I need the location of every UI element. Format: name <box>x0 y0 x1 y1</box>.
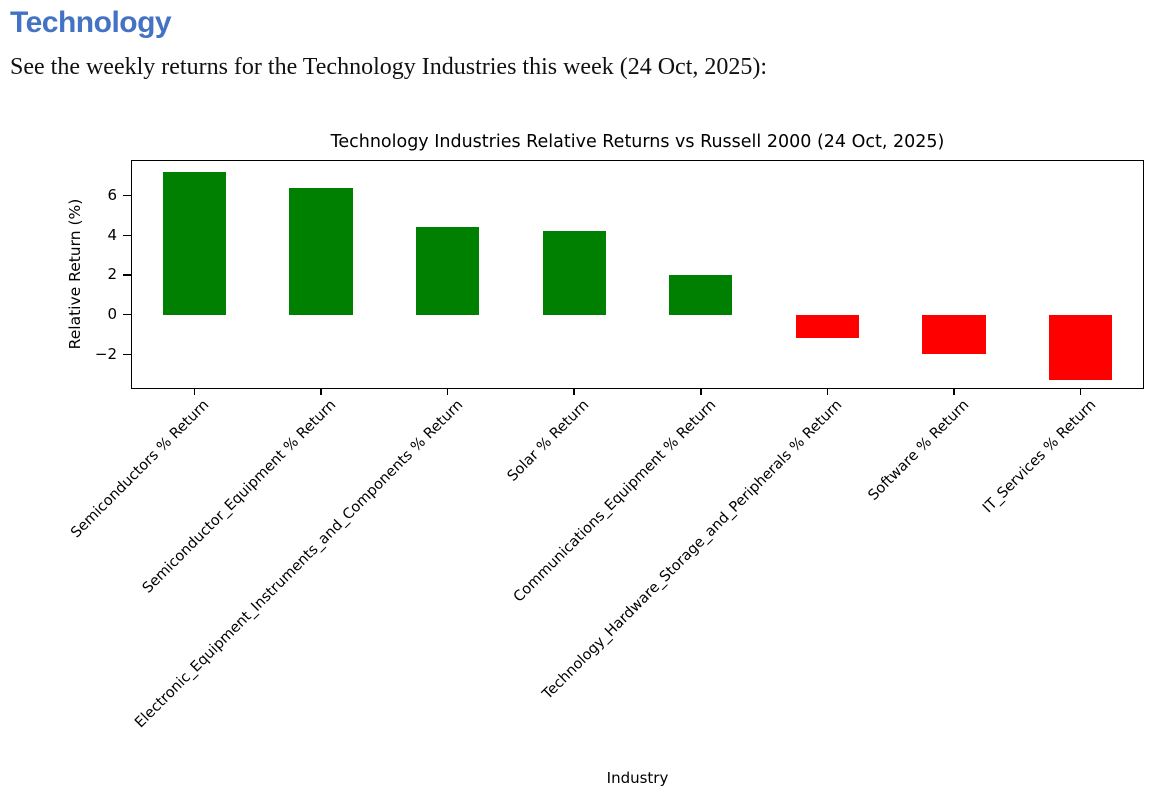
x-tick-mark <box>700 389 702 395</box>
chart-title: Technology Industries Relative Returns v… <box>330 132 945 152</box>
y-tick-mark <box>123 313 131 316</box>
x-tick-label: IT_Services % Return <box>979 397 1100 517</box>
x-tick-mark <box>193 389 196 395</box>
x-tick-label: Software % Return <box>865 397 973 504</box>
bar-7 <box>922 314 986 355</box>
y-tick-mark <box>123 353 131 356</box>
bar-5 <box>669 274 733 315</box>
y-tick-label: 2 <box>107 265 117 284</box>
x-tick-mark <box>1079 389 1082 395</box>
x-tick-label: Technology_Hardware_Storage_and_Peripher… <box>540 397 846 703</box>
y-tick-label: −2 <box>94 344 117 363</box>
intro-text: See the weekly returns for the Technolog… <box>10 54 768 80</box>
bar-4 <box>542 231 606 315</box>
y-tick-label: 6 <box>107 186 117 205</box>
x-axis-label: Industry <box>606 769 669 787</box>
page-heading: Technology <box>10 6 172 39</box>
x-tick-label: Solar % Return <box>504 397 593 485</box>
plot-area <box>131 160 1144 389</box>
bar-3 <box>415 227 480 315</box>
bar-8 <box>1049 314 1113 381</box>
x-tick-mark <box>446 389 449 395</box>
y-tick-label: 0 <box>107 305 117 324</box>
y-tick-label: 4 <box>107 225 117 244</box>
x-tick-mark <box>826 389 829 395</box>
bar-1 <box>162 171 226 315</box>
y-tick-mark <box>123 234 131 237</box>
x-tick-mark <box>953 389 955 395</box>
y-tick-mark <box>123 274 131 276</box>
bar-6 <box>795 314 860 339</box>
x-tick-mark <box>320 389 322 395</box>
x-tick-label: Semiconductors % Return <box>68 397 213 542</box>
y-tick-mark <box>123 194 131 197</box>
x-tick-label: Communications_Equipment % Return <box>510 397 720 606</box>
x-tick-mark <box>573 389 575 395</box>
bar-2 <box>289 187 353 315</box>
